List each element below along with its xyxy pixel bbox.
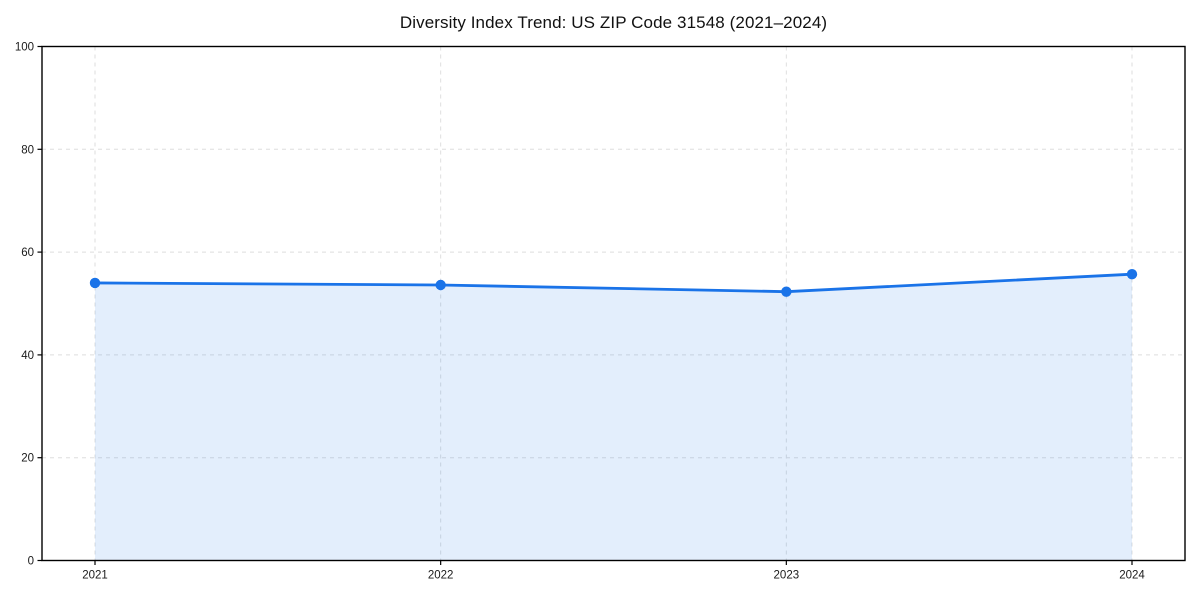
- data-point-marker: [435, 279, 446, 291]
- x-axis-tick-label: 2024: [1119, 570, 1145, 582]
- data-point-marker: [781, 286, 792, 297]
- plot-border: [41, 45, 1186, 562]
- data-point-marker: [1126, 269, 1138, 280]
- y-axis-tick-label: 60: [21, 247, 34, 259]
- x-axis-tick-label: 2022: [428, 570, 454, 582]
- y-axis-tick-label: 100: [15, 42, 34, 54]
- x-axis-tick-label: 2021: [82, 570, 108, 582]
- data-point-marker: [89, 277, 101, 289]
- area-fill: [95, 274, 1132, 561]
- y-axis-tick-label: 0: [28, 556, 34, 568]
- y-axis-tick-label: 20: [21, 453, 34, 465]
- trend-line: [93, 272, 1134, 294]
- chart-title: Diversity Index Trend: US ZIP Code 31548…: [399, 13, 828, 32]
- x-axis-tick-label: 2023: [774, 570, 800, 582]
- y-axis-tick-label: 80: [21, 144, 34, 156]
- y-axis-tick-label: 40: [21, 350, 34, 362]
